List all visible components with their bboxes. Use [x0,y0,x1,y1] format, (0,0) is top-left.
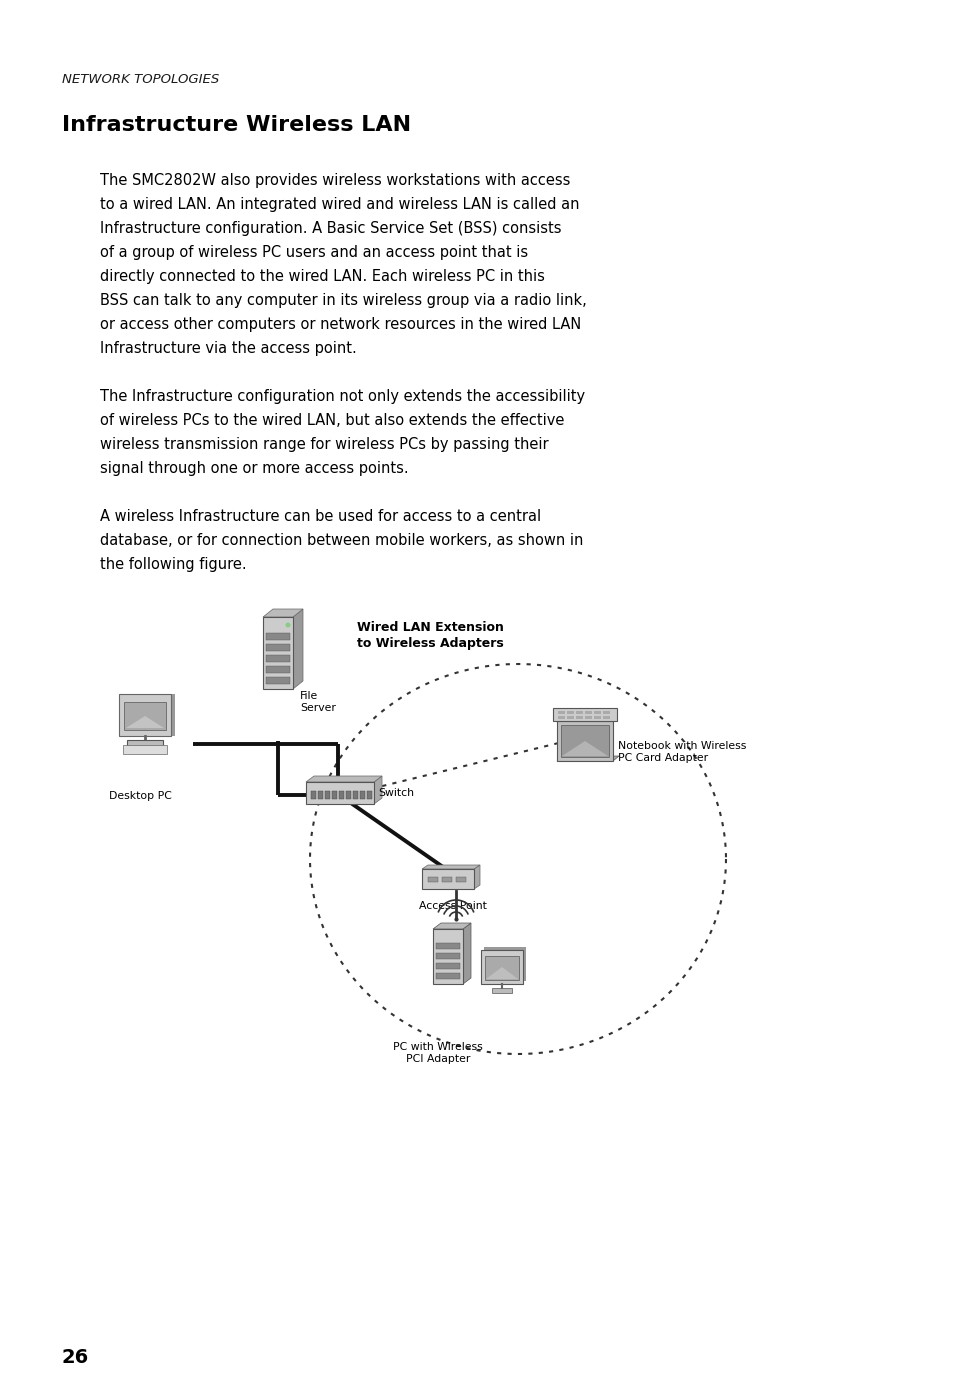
Bar [436,942,459,949]
Bar [306,781,374,804]
Text: PC Card Adapter: PC Card Adapter [618,754,707,763]
Polygon shape [126,716,164,727]
Bar [325,791,330,799]
Text: Desktop PC: Desktop PC [109,791,172,801]
Text: Access Point: Access Point [418,901,486,911]
Text: 26: 26 [62,1348,90,1367]
Text: The SMC2802W also provides wireless workstations with access: The SMC2802W also provides wireless work… [100,174,570,187]
Text: PC with Wireless: PC with Wireless [393,1042,482,1052]
Bar [441,877,452,881]
Bar [553,708,617,720]
Polygon shape [557,756,618,761]
Bar [456,877,465,881]
Bar [566,716,574,719]
Bar [317,791,323,799]
Text: the following figure.: the following figure. [100,557,247,572]
Text: to a wired LAN. An integrated wired and wireless LAN is called an: to a wired LAN. An integrated wired and … [100,197,578,212]
Polygon shape [421,865,479,869]
Bar [557,720,613,761]
Text: A wireless Infrastructure can be used for access to a central: A wireless Infrastructure can be used fo… [100,509,540,525]
Text: to Wireless Adapters: to Wireless Adapters [356,637,503,650]
Bar [436,973,459,979]
Bar [127,740,163,745]
Bar [594,716,600,719]
Text: signal through one or more access points.: signal through one or more access points… [100,461,408,476]
Polygon shape [263,609,303,618]
Bar [266,644,290,651]
Text: BSS can talk to any computer in its wireless group via a radio link,: BSS can talk to any computer in its wire… [100,293,586,308]
Bar [338,791,344,799]
Bar [332,791,336,799]
Bar [594,711,600,713]
Text: of wireless PCs to the wired LAN, but also extends the effective: of wireless PCs to the wired LAN, but al… [100,414,564,428]
Bar [436,954,459,959]
Bar [566,711,574,713]
Polygon shape [374,776,381,804]
Bar [124,702,166,730]
Text: directly connected to the wired LAN. Each wireless PC in this: directly connected to the wired LAN. Eac… [100,269,544,285]
Text: of a group of wireless PC users and an access point that is: of a group of wireless PC users and an a… [100,246,528,260]
Bar [263,618,293,688]
Text: Wired LAN Extension: Wired LAN Extension [356,620,503,634]
Polygon shape [306,776,381,781]
Bar [584,716,592,719]
Text: Infrastructure via the access point.: Infrastructure via the access point. [100,341,356,355]
Polygon shape [462,923,471,984]
Bar [560,725,608,756]
Bar [484,956,518,980]
Bar [480,949,522,984]
Text: Infrastructure configuration. A Basic Service Set (BSS) consists: Infrastructure configuration. A Basic Se… [100,221,561,236]
Bar [576,711,582,713]
Text: Switch: Switch [377,788,414,798]
Text: database, or for connection between mobile workers, as shown in: database, or for connection between mobi… [100,533,583,548]
Bar [266,666,290,673]
Polygon shape [119,694,171,736]
Text: Notebook with Wireless: Notebook with Wireless [618,741,745,751]
Bar [367,791,372,799]
Bar [359,791,365,799]
Polygon shape [293,609,303,688]
Text: Infrastructure Wireless LAN: Infrastructure Wireless LAN [62,115,411,135]
Bar [421,869,474,888]
Text: The Infrastructure configuration not only extends the accessibility: The Infrastructure configuration not onl… [100,389,584,404]
Text: PCI Adapter: PCI Adapter [405,1053,470,1065]
Polygon shape [561,741,607,756]
Bar [311,791,315,799]
Circle shape [285,622,291,627]
Bar [428,877,437,881]
Bar [602,711,609,713]
Bar [602,716,609,719]
Bar [346,791,351,799]
Bar [266,655,290,662]
Bar [433,929,462,984]
Bar [266,677,290,684]
Text: wireless transmission range for wireless PCs by passing their: wireless transmission range for wireless… [100,437,548,452]
Bar [584,711,592,713]
Bar [483,947,525,981]
Bar [123,745,167,754]
Polygon shape [485,967,517,979]
Polygon shape [123,694,174,736]
Bar [353,791,357,799]
Bar [576,716,582,719]
Bar [266,633,290,640]
Polygon shape [433,923,471,929]
Bar [436,963,459,969]
Bar [558,716,564,719]
Polygon shape [474,865,479,888]
Bar [558,711,564,713]
Text: Server: Server [299,702,335,713]
Bar [492,988,512,992]
Text: or access other computers or network resources in the wired LAN: or access other computers or network res… [100,316,580,332]
Text: File: File [299,691,318,701]
Text: NETWORK TOPOLOGIES: NETWORK TOPOLOGIES [62,74,219,86]
